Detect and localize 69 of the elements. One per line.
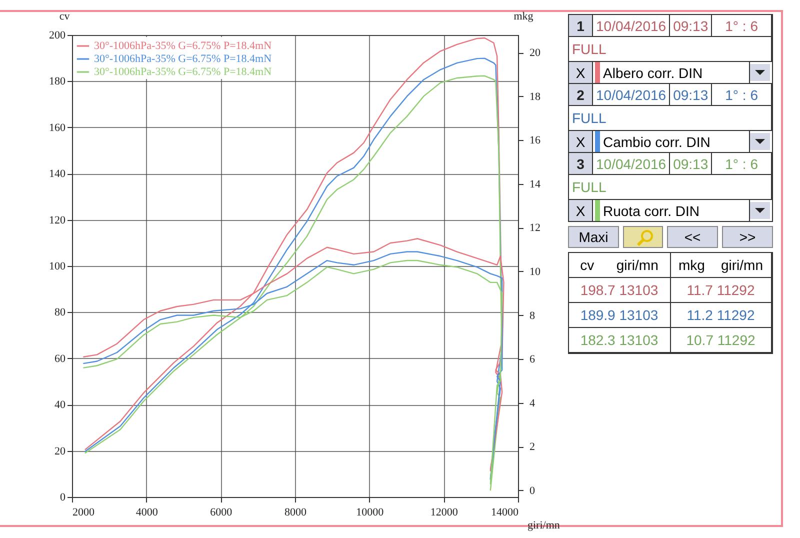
text: Maxi — [568, 226, 619, 248]
y2-tick-label: 10 — [530, 266, 541, 278]
y2-tick-label: 20 — [530, 47, 541, 60]
y2-tick-label: 18 — [530, 90, 541, 103]
text: 2 — [569, 84, 593, 105]
y-axis-title: cv — [59, 10, 70, 22]
text: 09:13 — [670, 153, 712, 174]
text: Cambio corr. DIN — [595, 131, 750, 152]
legend-label: 30°-1006hPa-35% G=6.75% P=18.4mN — [94, 40, 272, 52]
y2-axis-title: mkg — [514, 10, 534, 22]
y-tick-label: 0 — [60, 492, 66, 504]
text: Ruota corr. DIN — [595, 200, 750, 221]
text: X — [569, 62, 593, 83]
text: mkg — [678, 257, 705, 273]
legend-label: 30°-1006hPa-35% G=6.75% P=18.4mN — [94, 53, 272, 65]
text: 11.7 11292 — [670, 278, 772, 303]
y2-tick-label: 0 — [530, 484, 536, 497]
text: 09:13 — [670, 84, 712, 105]
text: 1° : 6 — [712, 15, 772, 36]
text: 09:13 — [670, 15, 712, 36]
y2-tick-label: 6 — [530, 354, 536, 366]
text: 1° : 6 — [712, 153, 772, 174]
text: 3 — [569, 153, 593, 174]
text: 1° : 6 — [712, 84, 772, 105]
text: 198.7 13103 — [569, 278, 670, 303]
text: 10/04/2016 — [593, 84, 670, 105]
text: FULL — [569, 106, 772, 130]
x-tick-label: 2000 — [72, 506, 95, 518]
x-tick-label: 10000 — [356, 506, 384, 518]
y-tick-label: 100 — [49, 260, 66, 272]
y-tick-label: 60 — [54, 352, 66, 365]
y2-tick-label: 4 — [530, 397, 536, 410]
y2-tick-label: 14 — [530, 178, 541, 190]
y2-tick-label: 12 — [530, 222, 540, 234]
text: 11.2 11292 — [670, 303, 772, 328]
y-tick-label: 200 — [49, 30, 66, 42]
y-tick-label: 40 — [54, 399, 66, 412]
text: 10/04/2016 — [593, 153, 670, 174]
text: giri/mn — [616, 257, 658, 273]
text: 10/04/2016 — [593, 15, 670, 36]
text: FULL — [569, 37, 772, 61]
y-tick-label: 160 — [49, 122, 66, 134]
y-tick-label: 180 — [49, 76, 66, 88]
text: 189.9 13103 — [569, 303, 670, 328]
text: 1 — [569, 15, 593, 36]
y-tick-label: 80 — [54, 306, 66, 319]
x-tick-label: 4000 — [136, 506, 158, 518]
y-tick-label: 140 — [49, 168, 66, 180]
text: >> — [722, 226, 773, 248]
x-axis-title: giri/mn — [528, 520, 560, 532]
x-tick-label: 6000 — [210, 506, 233, 518]
text: FULL — [569, 175, 772, 199]
y2-tick-label: 8 — [530, 310, 536, 322]
text: cv — [580, 257, 594, 273]
text: X — [569, 131, 593, 152]
x-tick-label: 8000 — [284, 506, 307, 518]
text: 182.3 13103 — [569, 328, 670, 353]
y-tick-label: 120 — [49, 214, 66, 226]
text: X — [569, 200, 593, 221]
x-tick-label: 14000 — [491, 506, 519, 518]
y2-tick-label: 2 — [530, 441, 535, 454]
text: giri/mn — [720, 257, 763, 273]
y2-tick-label: 16 — [530, 134, 541, 147]
text: Albero corr. DIN — [595, 62, 750, 83]
legend-label: 30°-1006hPa-35% G=6.75% P=18.4mN — [94, 66, 272, 78]
y-tick-label: 20 — [54, 445, 66, 458]
text: << — [667, 226, 718, 248]
x-tick-label: 12000 — [430, 506, 458, 518]
text: 10.7 11292 — [670, 328, 772, 353]
